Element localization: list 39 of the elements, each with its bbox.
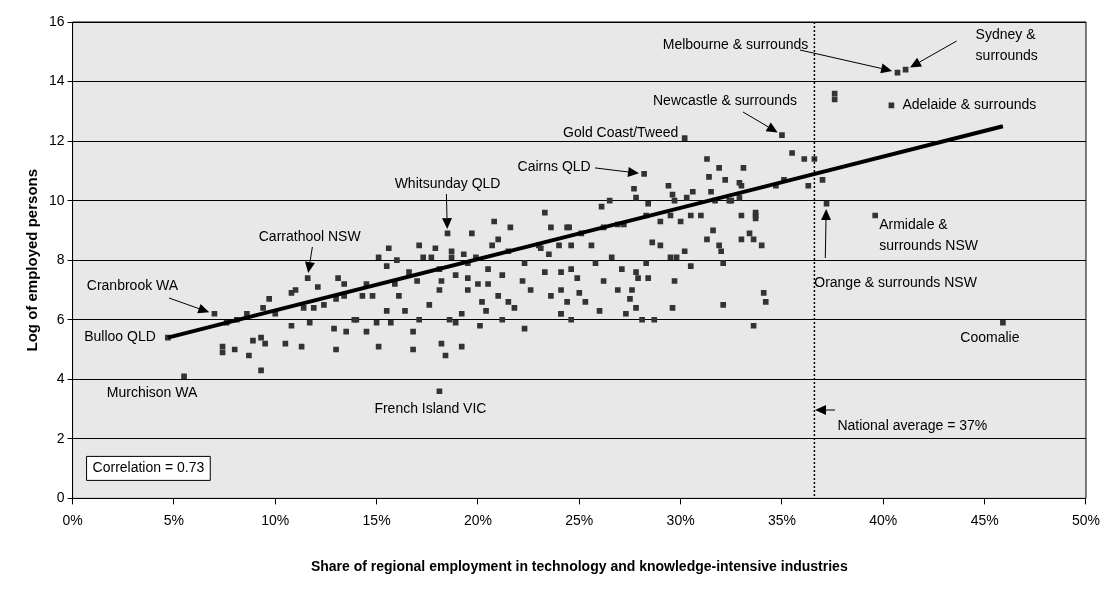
y-tick-label: 6 [56, 310, 65, 327]
annotation: Bulloo QLD [84, 328, 156, 345]
y-tick-label: 14 [48, 72, 65, 89]
annotation: Armidale & surrounds NSW [879, 216, 979, 254]
annotation: Gold Coast/Tweed [563, 123, 679, 140]
x-tick-label: 15% [362, 511, 391, 528]
annotation: Adelaide & surrounds [902, 96, 1037, 113]
annotation: Cranbrook WA [86, 276, 179, 293]
x-tick-label: 35% [767, 511, 796, 528]
x-axis-title: Share of regional employment in technology and knowledge-intensive industries [310, 558, 848, 575]
annotation: Orange & surrounds NSW [814, 274, 978, 291]
annotation: Carrathool NSW [258, 227, 362, 244]
y-tick-label: 0 [56, 489, 65, 506]
x-tick-label: 40% [869, 511, 898, 528]
annotation: Newcastle & surrounds [652, 92, 797, 108]
y-tick-label: 8 [56, 251, 65, 268]
annotation: Coomalie [960, 328, 1020, 345]
y-tick-label: 16 [48, 12, 65, 29]
x-tick-label: 30% [666, 511, 695, 528]
annotation: French Island VIC [374, 400, 487, 417]
annotation: Murchison WA [106, 384, 198, 401]
annotation: Sydney & surrounds [975, 26, 1038, 64]
y-tick-label: 2 [56, 429, 65, 446]
x-tick-label: 20% [463, 511, 492, 528]
x-tick-label: 45% [970, 511, 999, 528]
annotation: Whitsunday QLD [394, 175, 501, 192]
x-tick-label: 10% [261, 511, 290, 528]
annotation: Correlation = 0.73 [92, 459, 205, 476]
x-tick-label: 50% [1071, 511, 1101, 528]
x-tick-label: 5% [163, 511, 185, 528]
y-axis-title: Log of employed persons [23, 168, 41, 352]
x-tick-label: 25% [565, 511, 594, 528]
y-tick-label: 12 [48, 131, 65, 148]
x-tick-label: 0% [62, 511, 83, 528]
annotation: Melbourne & surrounds [662, 36, 809, 53]
y-tick-label: 10 [48, 191, 65, 208]
annotation: Cairns QLD [517, 157, 591, 174]
y-tick-label: 4 [56, 370, 65, 387]
ref-line-label: National average = 37% [837, 417, 988, 434]
